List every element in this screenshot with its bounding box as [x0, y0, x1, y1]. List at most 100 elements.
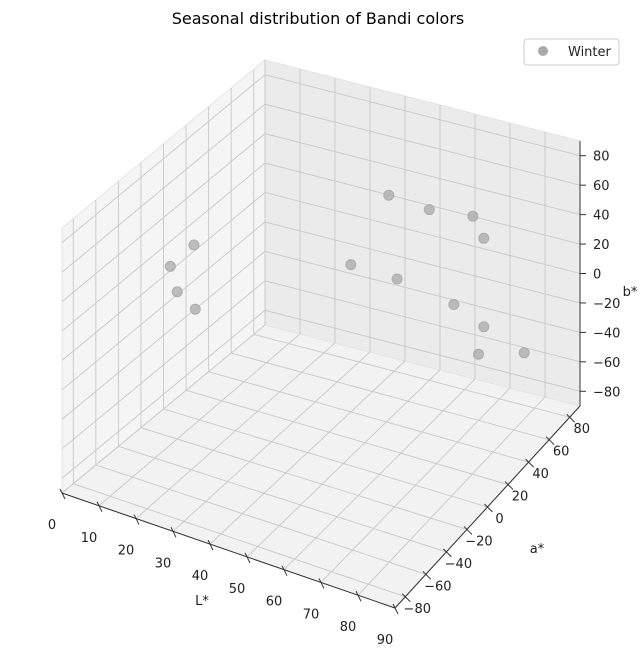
- grid-y-floor: [208, 371, 529, 463]
- y-tick-mark: [484, 503, 493, 513]
- grid-lines: [61, 60, 581, 609]
- data-point: [391, 273, 403, 285]
- data-point: [478, 232, 490, 244]
- y-tick-label: 60: [553, 445, 570, 460]
- x-tick-mark: [392, 603, 399, 615]
- grid-z-back: [264, 280, 581, 363]
- grid-z-left: [61, 162, 266, 332]
- grid-z-left: [61, 251, 266, 420]
- z-tick-label: 60: [593, 179, 610, 194]
- y-tick-mark: [545, 436, 555, 446]
- grid-z-back: [264, 221, 581, 304]
- x-tick-label: 10: [81, 531, 98, 546]
- y-tick-label: 40: [532, 467, 549, 482]
- x-tick-mark: [96, 501, 103, 513]
- grid-z-back: [264, 103, 581, 186]
- z-tick-label: 80: [593, 150, 610, 165]
- legend: Winter: [523, 38, 620, 66]
- grid-y-floor: [253, 333, 570, 418]
- x-tick-mark: [133, 514, 140, 525]
- grid-z-left: [61, 280, 266, 450]
- grid-z-left: [61, 221, 266, 391]
- x-tick-label: 60: [266, 595, 283, 610]
- grid-z-left: [61, 309, 266, 479]
- grid-z-back: [264, 309, 581, 392]
- y-tick-label: 0: [495, 512, 503, 527]
- grid-z-left: [61, 103, 266, 273]
- y-tick-label: 80: [573, 422, 590, 437]
- x-tick-mark: [355, 590, 362, 602]
- x-tick-label: 90: [377, 633, 394, 648]
- x-axis-label: L*: [195, 594, 209, 609]
- z-tick-label: 20: [593, 238, 610, 253]
- data-point: [448, 299, 460, 310]
- x-tick-label: 40: [192, 569, 209, 584]
- z-tick-label: −80: [593, 385, 620, 400]
- y-tick-label: −40: [445, 557, 472, 572]
- grid-y-floor: [95, 464, 426, 575]
- data-point: [171, 286, 183, 298]
- data-point: [345, 259, 357, 271]
- x-tick-mark: [59, 488, 66, 500]
- grid-y-floor: [163, 408, 488, 508]
- y-axis-label: a*: [530, 542, 545, 557]
- grid-y-floor: [118, 445, 447, 553]
- y-tick-mark: [566, 413, 576, 423]
- legend-marker-winter: [538, 46, 548, 56]
- z-tick-label: −40: [593, 326, 620, 341]
- grid-z-left: [61, 192, 266, 361]
- legend-box: [523, 38, 620, 66]
- data-point: [518, 347, 530, 359]
- grid-y-floor: [231, 352, 550, 441]
- data-point: [188, 239, 200, 251]
- y-tick-mark: [504, 481, 514, 490]
- data-point: [467, 210, 479, 222]
- z-axis-label: b*: [623, 285, 638, 300]
- grid-y-floor: [73, 483, 406, 598]
- x-tick-mark: [281, 565, 288, 576]
- legend-label-winter: Winter: [568, 45, 612, 60]
- grid-z-back: [264, 74, 581, 157]
- x-tick-label: 50: [229, 582, 246, 597]
- data-points: [164, 189, 530, 360]
- x-tick-mark: [207, 539, 214, 551]
- data-point: [473, 348, 484, 360]
- data-point: [478, 321, 490, 333]
- x-tick-mark: [170, 527, 177, 538]
- x-tick-mark: [318, 578, 325, 589]
- x-tick-label: 0: [48, 518, 56, 533]
- z-tick-label: 40: [593, 209, 610, 224]
- x-axis-line: [61, 492, 396, 609]
- data-point: [164, 260, 176, 272]
- x-tick-label: 70: [303, 607, 320, 622]
- y-tick-label: −60: [424, 579, 451, 594]
- y-tick-label: −20: [465, 534, 492, 549]
- grid-z-back: [264, 192, 581, 274]
- grid-y-floor: [185, 389, 509, 485]
- y-tick-mark: [525, 458, 534, 468]
- grid-z-back: [264, 250, 581, 333]
- x-tick-mark: [244, 552, 251, 564]
- grid-z-back: [264, 162, 581, 245]
- y-tick-mark: [422, 570, 432, 580]
- y-tick-mark: [401, 593, 411, 603]
- data-point: [189, 303, 201, 315]
- z-tick-label: 0: [593, 268, 601, 283]
- y-tick-label: 20: [512, 490, 529, 505]
- grid-z-left: [61, 74, 266, 244]
- grid-z-back: [264, 133, 581, 216]
- y-tick-mark: [463, 526, 473, 535]
- y-tick-label: −80: [404, 602, 431, 617]
- data-point: [383, 189, 395, 201]
- y-tick-mark: [443, 548, 452, 558]
- x-tick-label: 20: [118, 544, 135, 559]
- chart-title: Seasonal distribution of Bandi colors: [172, 9, 465, 28]
- data-point: [423, 204, 435, 216]
- axis-lines: 0102030405060708090−80−60−40−20020406080…: [48, 141, 620, 648]
- grid-y-floor: [140, 427, 468, 530]
- x-tick-label: 80: [340, 620, 357, 635]
- x-tick-label: 30: [155, 556, 172, 571]
- grid-z-left: [61, 133, 266, 302]
- z-tick-label: −20: [593, 297, 620, 312]
